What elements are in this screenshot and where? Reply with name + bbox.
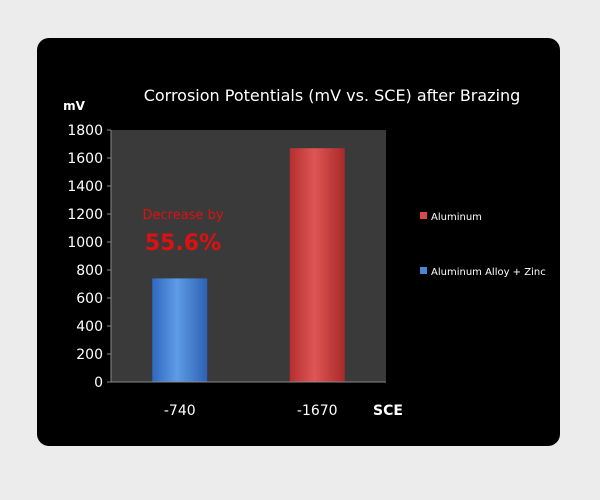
- x-axis-labels: -740 -1670: [164, 403, 338, 419]
- bars: [152, 148, 345, 382]
- y-tick-label: 600: [76, 291, 103, 307]
- y-tick-label: 1800: [67, 123, 103, 139]
- y-tick-label: 1400: [67, 179, 103, 195]
- bar-aluminum: [289, 148, 345, 382]
- annotation-line-2: 55.6%: [145, 231, 221, 256]
- y-tick-label: 200: [76, 347, 103, 363]
- y-tick-label: 1600: [67, 151, 103, 167]
- x-tick-label: -740: [164, 403, 196, 419]
- y-tick-label: 800: [76, 263, 103, 279]
- y-tick-label: 0: [94, 375, 103, 391]
- annotation-line-1: Decrease by: [142, 208, 223, 223]
- legend-label-alloy-zinc: Aluminum Alloy + Zinc: [431, 267, 546, 278]
- y-tick-label: 400: [76, 319, 103, 335]
- y-tick-label: 1000: [67, 235, 103, 251]
- x-tick-label: -1670: [297, 403, 338, 419]
- y-axis-ticks: 0 200 400 600 800 1000 1200 1400 1600 1800: [67, 123, 111, 391]
- legend: Aluminum Aluminum Alloy + Zinc: [420, 212, 546, 278]
- y-axis-label: mV: [63, 99, 86, 113]
- chart-title: Corrosion Potentials (mV vs. SCE) after …: [144, 86, 521, 105]
- bar-aluminum-alloy-zinc: [152, 278, 208, 382]
- y-tick-label: 1200: [67, 207, 103, 223]
- x-axis-label: SCE: [373, 403, 403, 419]
- legend-swatch-alloy-zinc: [420, 267, 427, 274]
- legend-swatch-aluminum: [420, 212, 427, 219]
- legend-label-aluminum: Aluminum: [431, 212, 482, 223]
